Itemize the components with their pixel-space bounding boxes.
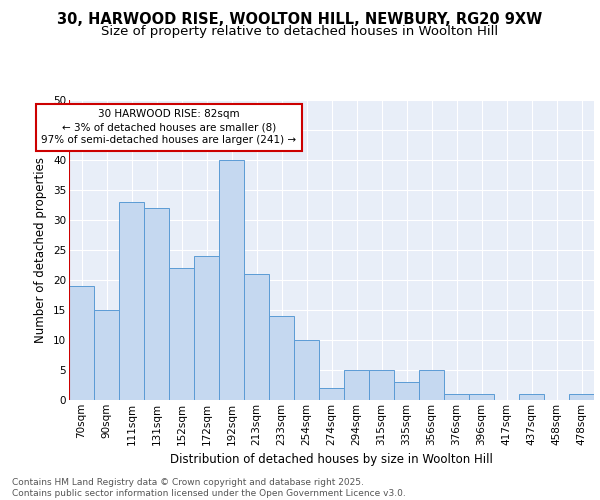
Bar	[569, 394, 594, 400]
Bar	[219, 160, 244, 400]
Text: 30, HARWOOD RISE, WOOLTON HILL, NEWBURY, RG20 9XW: 30, HARWOOD RISE, WOOLTON HILL, NEWBURY,…	[58, 12, 542, 28]
Bar	[319, 388, 344, 400]
Bar	[344, 370, 369, 400]
Text: Size of property relative to detached houses in Woolton Hill: Size of property relative to detached ho…	[101, 25, 499, 38]
Text: Contains HM Land Registry data © Crown copyright and database right 2025.
Contai: Contains HM Land Registry data © Crown c…	[12, 478, 406, 498]
Bar	[194, 256, 219, 400]
Y-axis label: Number of detached properties: Number of detached properties	[34, 157, 47, 343]
Bar	[444, 394, 469, 400]
Bar	[144, 208, 169, 400]
Bar	[294, 340, 319, 400]
Bar	[419, 370, 444, 400]
Bar	[394, 382, 419, 400]
Bar	[169, 268, 194, 400]
Bar	[469, 394, 494, 400]
Bar	[119, 202, 144, 400]
Bar	[519, 394, 544, 400]
Bar	[69, 286, 94, 400]
Text: 30 HARWOOD RISE: 82sqm
← 3% of detached houses are smaller (8)
97% of semi-detac: 30 HARWOOD RISE: 82sqm ← 3% of detached …	[41, 109, 296, 146]
X-axis label: Distribution of detached houses by size in Woolton Hill: Distribution of detached houses by size …	[170, 453, 493, 466]
Bar	[369, 370, 394, 400]
Bar	[244, 274, 269, 400]
Bar	[94, 310, 119, 400]
Bar	[269, 316, 294, 400]
